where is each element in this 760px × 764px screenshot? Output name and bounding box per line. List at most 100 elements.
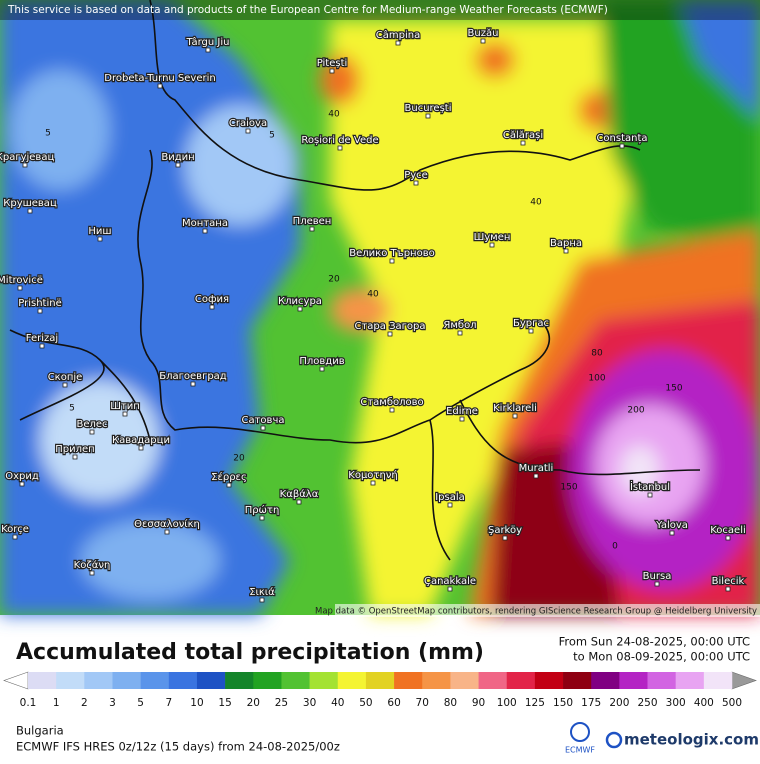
city-dot bbox=[209, 304, 215, 310]
city-label: Велико Търново bbox=[349, 248, 434, 259]
legend-level: 0.1 bbox=[20, 697, 37, 709]
city-label: Σέρρες bbox=[211, 471, 247, 483]
city-label: Ferizaj bbox=[26, 333, 58, 344]
city-label: Стамболово bbox=[360, 397, 423, 408]
city-dot bbox=[489, 242, 495, 248]
legend-swatch bbox=[450, 672, 479, 689]
city-label: Târgu Jiu bbox=[186, 36, 230, 48]
city-dot bbox=[337, 145, 343, 151]
city-label: Бургас bbox=[513, 318, 549, 329]
city-dot bbox=[647, 492, 653, 498]
legend-level: 7 bbox=[165, 697, 172, 709]
legend-level: 30 bbox=[303, 697, 316, 709]
attribution-bg bbox=[335, 604, 760, 617]
legend-level: 70 bbox=[416, 697, 429, 709]
legend-level: 3 bbox=[109, 697, 116, 709]
ecmwf-logo: ECMWF bbox=[565, 722, 595, 755]
city-dot bbox=[37, 308, 43, 314]
city-dot bbox=[520, 140, 526, 146]
city-label: Видин bbox=[161, 152, 194, 163]
legend-swatch bbox=[281, 672, 310, 689]
city-dot bbox=[619, 143, 625, 149]
city-label: Bilecik bbox=[712, 576, 745, 587]
legend-level: 175 bbox=[581, 697, 601, 709]
meteologix-logo: meteologix.com bbox=[605, 731, 759, 749]
city-label: Крагујевац bbox=[0, 151, 54, 163]
city-label: Çanakkale bbox=[424, 576, 476, 587]
banner-bg bbox=[0, 0, 760, 20]
legend-level: 200 bbox=[609, 697, 629, 709]
title: Accumulated total precipitation (mm) bbox=[16, 640, 484, 665]
period-from: From Sun 24-08-2025, 00:00 UTC bbox=[559, 635, 750, 649]
legend-swatch bbox=[253, 672, 282, 689]
banner: This service is based on data and produc… bbox=[7, 4, 608, 16]
city-dot bbox=[97, 236, 103, 242]
contour-label: 200 bbox=[627, 406, 644, 416]
city-dot bbox=[72, 454, 78, 460]
contour-label: 80 bbox=[591, 349, 603, 359]
city-label: Câmpina bbox=[376, 29, 420, 41]
city-dot bbox=[387, 331, 393, 337]
contour-label: 20 bbox=[328, 275, 340, 285]
contour-label: 150 bbox=[665, 384, 682, 394]
city-label: Prishtinë bbox=[18, 298, 61, 309]
city-label: Ямбол bbox=[443, 320, 476, 331]
city-dot bbox=[22, 162, 28, 168]
legend-swatch bbox=[365, 672, 395, 689]
city-label: Сатовча bbox=[242, 415, 285, 426]
contour-label: 40 bbox=[367, 290, 379, 300]
city-dot bbox=[190, 381, 196, 387]
city-label: Стара Загора bbox=[355, 321, 426, 332]
legend-level: 125 bbox=[525, 697, 545, 709]
city-dot bbox=[533, 473, 539, 479]
city-dot bbox=[447, 502, 453, 508]
city-dot bbox=[563, 248, 569, 254]
city-dot bbox=[459, 416, 465, 422]
city-label: Русе bbox=[404, 170, 428, 181]
legend-arrow-low bbox=[3, 671, 29, 690]
city-label: Pitești bbox=[317, 58, 348, 69]
city-dot bbox=[175, 162, 181, 168]
city-label: Korçe bbox=[1, 524, 29, 535]
legend-level: 20 bbox=[247, 697, 260, 709]
city-label: Θεσσαλονίκη bbox=[134, 518, 200, 530]
legend-level: 150 bbox=[553, 697, 573, 709]
city-label: Πρώτη bbox=[245, 504, 280, 516]
city-label: Ipsala bbox=[435, 492, 465, 503]
city-label: Скопје bbox=[48, 371, 83, 383]
city-label: Благоевград bbox=[159, 371, 227, 382]
city-dot bbox=[122, 411, 128, 417]
city-label: Клисура bbox=[278, 296, 322, 307]
legend-swatch bbox=[534, 672, 564, 689]
city-dot bbox=[17, 285, 23, 291]
city-dot bbox=[205, 47, 211, 53]
city-label: Roșiori de Vede bbox=[301, 135, 378, 146]
city-dot bbox=[309, 226, 315, 232]
meteologix-logo-text: meteologix.com bbox=[624, 731, 759, 749]
legend-level: 250 bbox=[637, 697, 657, 709]
city-label: Кавадарци bbox=[112, 435, 170, 446]
city-dot bbox=[480, 38, 486, 44]
contour-label: 5 bbox=[45, 129, 51, 139]
city-labels: Câmpina Buzău Târgu Jiu Drobeta-Turnu Sever… bbox=[0, 27, 747, 603]
city-label: İstanbul bbox=[630, 480, 670, 493]
legend-level: 400 bbox=[694, 697, 714, 709]
city-label: București bbox=[405, 103, 452, 114]
precipitation-map bbox=[0, 0, 760, 615]
city-dot bbox=[457, 330, 463, 336]
city-dot bbox=[395, 40, 401, 46]
city-label: Bursa bbox=[643, 571, 672, 582]
city-dot bbox=[669, 530, 675, 536]
legend-swatch bbox=[28, 672, 57, 689]
city-dot bbox=[528, 328, 534, 334]
city-dot bbox=[19, 481, 25, 487]
model: ECMWF IFS HRES 0z/12z (15 days) from 24-… bbox=[16, 740, 340, 754]
legend-level: 300 bbox=[666, 697, 686, 709]
city-dot bbox=[39, 343, 45, 349]
legend-swatch bbox=[84, 672, 113, 689]
legend-swatch bbox=[309, 672, 339, 689]
city-dot bbox=[329, 68, 335, 74]
city-dot bbox=[725, 535, 731, 541]
city-dot bbox=[413, 180, 419, 186]
legend-level: 60 bbox=[387, 697, 400, 709]
